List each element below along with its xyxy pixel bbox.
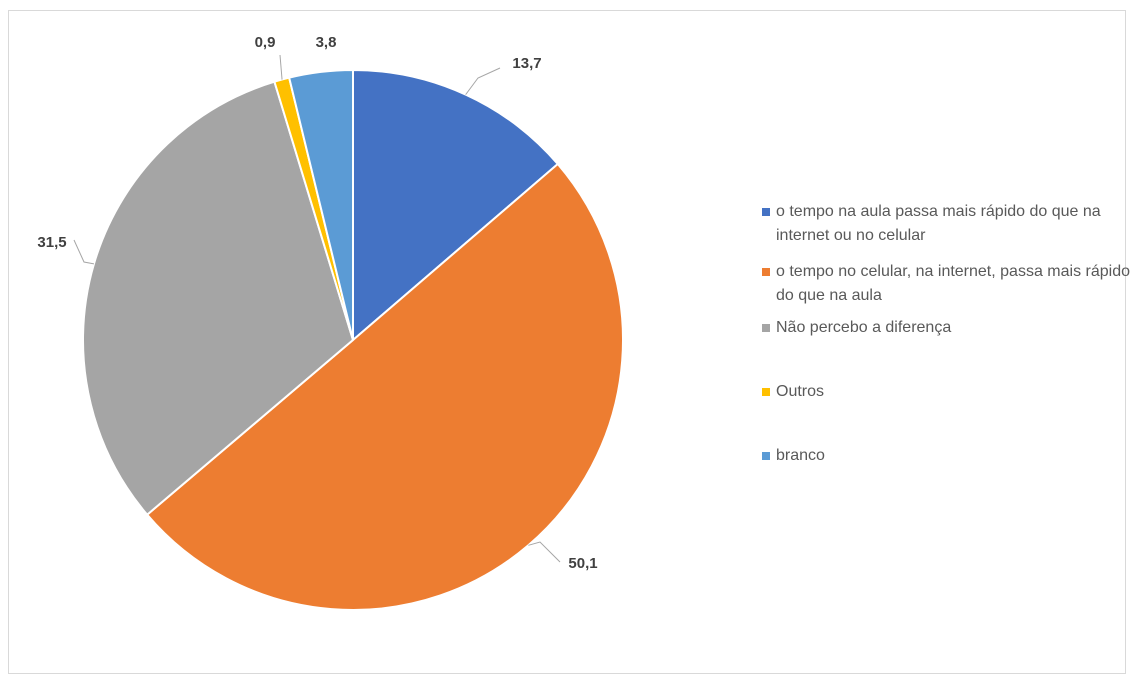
pie-slice bbox=[287, 68, 354, 341]
legend-item-outros: Outros bbox=[762, 380, 1132, 404]
leader-line bbox=[73, 239, 95, 265]
data-label: 31,5 bbox=[37, 234, 66, 251]
leader-line bbox=[465, 67, 501, 95]
legend-label: o tempo na aula passa mais rápido do que… bbox=[776, 203, 1101, 244]
legend-item-nao-percebo: Não percebo a diferença bbox=[762, 316, 1132, 340]
data-label: 13,7 bbox=[512, 55, 541, 72]
pie-slice bbox=[352, 68, 560, 343]
legend-label: o tempo no celular, na internet, passa m… bbox=[776, 263, 1130, 304]
legend-label: Não percebo a diferença bbox=[776, 319, 952, 336]
leader-line bbox=[279, 54, 283, 80]
legend-swatch bbox=[762, 208, 770, 216]
legend-label: Outros bbox=[776, 383, 825, 400]
legend-item-aula-mais-rapido: o tempo na aula passa mais rápido do que… bbox=[762, 200, 1132, 248]
pie-slice bbox=[82, 80, 355, 517]
pie-slice bbox=[145, 162, 625, 611]
legend-label: branco bbox=[776, 447, 825, 464]
legend-swatch bbox=[762, 452, 770, 460]
legend-item-celular-mais-rapido: o tempo no celular, na internet, passa m… bbox=[762, 260, 1132, 308]
leader-line bbox=[528, 541, 561, 563]
legend-item-branco: branco bbox=[762, 444, 1132, 468]
data-label: 50,1 bbox=[568, 555, 597, 572]
legend-swatch bbox=[762, 388, 770, 396]
data-label: 0,9 bbox=[255, 34, 276, 51]
chart-legend: o tempo na aula passa mais rápido do que… bbox=[762, 200, 1132, 468]
data-label: 3,8 bbox=[316, 34, 337, 51]
legend-swatch bbox=[762, 324, 770, 332]
legend-swatch bbox=[762, 268, 770, 276]
